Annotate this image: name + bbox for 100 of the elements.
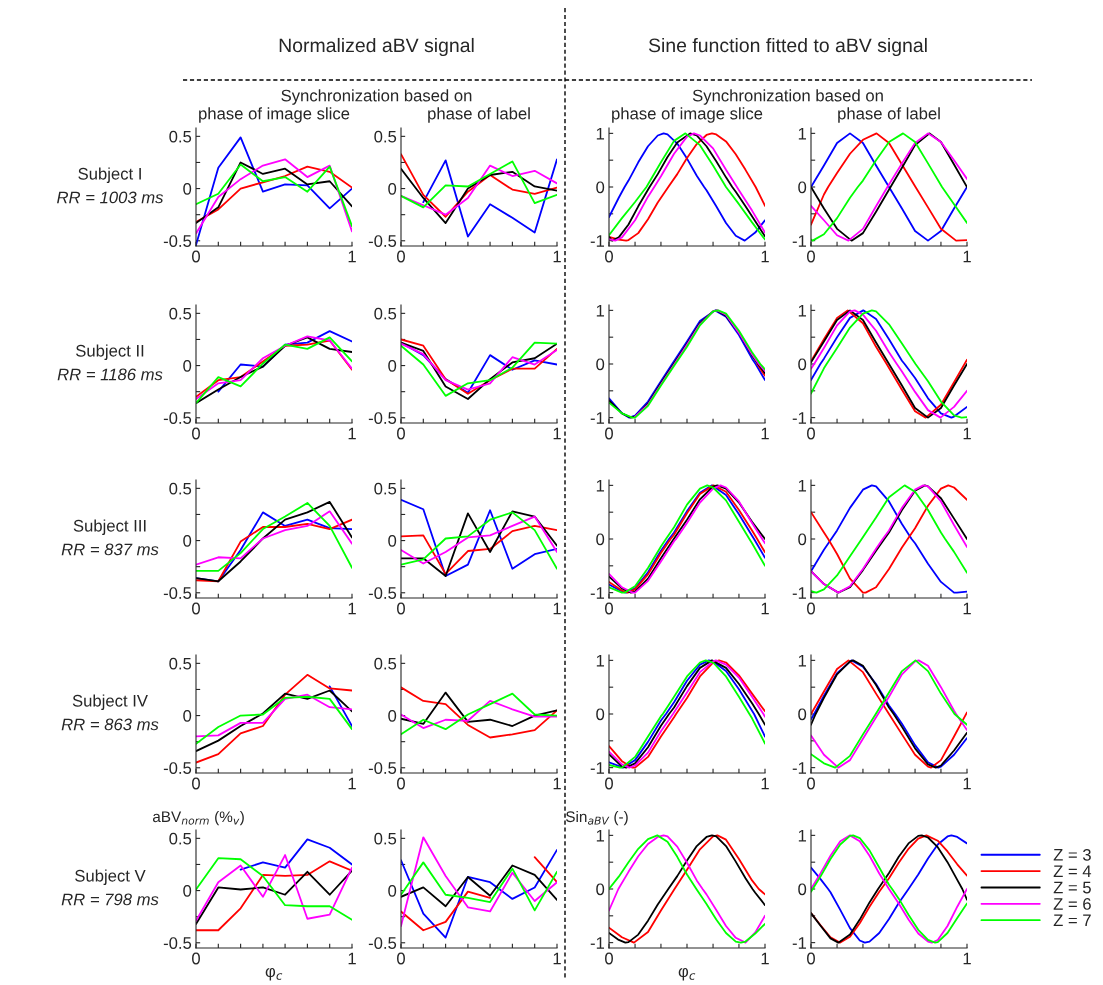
line-series xyxy=(401,153,557,218)
line-series xyxy=(422,158,557,238)
x-axis-title: φ$_{c}$ xyxy=(265,967,283,981)
line-series xyxy=(401,160,557,209)
line-series xyxy=(811,834,967,944)
text: Subject II xyxy=(76,344,144,360)
y-tick-label: -1 xyxy=(590,937,605,949)
line-series xyxy=(401,167,557,224)
x-tick-label: 0 xyxy=(807,602,815,615)
x-tick-label: 1 xyxy=(553,777,561,790)
x-tick-label: 0 xyxy=(807,952,815,965)
line-series xyxy=(609,659,765,769)
y-tick-label: 0 xyxy=(388,709,397,722)
legend-label: Z = 4 xyxy=(1053,865,1092,877)
x-tick-label: 1 xyxy=(553,952,561,965)
line-series xyxy=(196,860,352,932)
text: Subject I xyxy=(78,167,141,183)
y-tick-label: 0 xyxy=(798,533,807,546)
y-tick-label: 1 xyxy=(596,479,605,492)
text: phase of image slice xyxy=(612,107,763,123)
line-series xyxy=(401,836,557,927)
y-tick-label: 0 xyxy=(388,182,397,195)
x-tick-label: 0 xyxy=(192,250,200,263)
legend-label: Z = 7 xyxy=(1053,914,1091,927)
line-series xyxy=(401,164,557,216)
y-tick-label: 0.5 xyxy=(374,657,397,670)
text: Synchronization based on xyxy=(692,89,883,105)
text: phase of label xyxy=(838,107,940,123)
x-tick-label: 1 xyxy=(553,250,561,263)
y-tick-label: 1 xyxy=(596,127,605,140)
y-tick-label: 0 xyxy=(798,181,807,194)
y-tick-label: -0.5 xyxy=(368,235,397,247)
line-series xyxy=(401,498,557,577)
y-tick-label: -0.5 xyxy=(163,235,192,247)
y-tick-label: 1 xyxy=(596,304,605,317)
y-tick-label: -0.5 xyxy=(163,762,192,774)
y-tick-label: 0 xyxy=(183,884,192,897)
y-tick-label: 0.5 xyxy=(169,307,192,320)
text: RR = 1003 ms xyxy=(57,191,164,204)
x-tick-label: 1 xyxy=(963,427,971,440)
x-tick-label: 0 xyxy=(397,777,405,790)
line-series xyxy=(609,834,765,944)
line-series xyxy=(401,692,557,736)
x-tick-label: 1 xyxy=(963,777,971,790)
text: Subject V xyxy=(75,869,146,885)
text: RR = 1186 ms xyxy=(57,368,163,381)
y-tick-label: 0.5 xyxy=(169,130,192,143)
y-tick-label: -0.5 xyxy=(163,937,192,949)
y-tick-label: 1 xyxy=(798,127,807,140)
x-tick-label: 0 xyxy=(605,250,613,263)
y-tick-label: -0.5 xyxy=(163,412,192,424)
line-series xyxy=(609,484,765,594)
x-tick-label: 0 xyxy=(605,777,613,790)
text: Sine function fitted to aBV signal xyxy=(648,37,927,57)
text: phase of label xyxy=(428,107,530,123)
y-tick-label: -0.5 xyxy=(368,937,397,949)
x-tick-label: 1 xyxy=(761,250,769,263)
y-tick-label: 1 xyxy=(596,654,605,667)
x-tick-label: 1 xyxy=(348,602,356,615)
y-tick-label: 0.5 xyxy=(169,832,192,845)
line-series xyxy=(609,309,765,419)
y-tick-label: -1 xyxy=(590,235,605,247)
y-tick-label: 0 xyxy=(183,359,192,372)
text: RR = 837 ms xyxy=(61,543,159,556)
text: Normalized aBV signal xyxy=(279,37,474,57)
x-tick-label: 0 xyxy=(807,427,815,440)
text: Subject IV xyxy=(72,694,148,710)
y-tick-label: 0 xyxy=(388,534,397,547)
x-tick-label: 1 xyxy=(963,602,971,615)
x-tick-label: 0 xyxy=(192,602,200,615)
y-tick-label: 0 xyxy=(798,883,807,896)
y-tick-label: 1 xyxy=(798,304,807,317)
x-tick-label: 0 xyxy=(192,427,200,440)
line-series xyxy=(196,695,352,745)
y-tick-label: 0 xyxy=(183,709,192,722)
text: Synchronization based on xyxy=(281,89,472,105)
y-tick-label: 0 xyxy=(798,358,807,371)
x-tick-label: 0 xyxy=(192,777,200,790)
x-tick-label: 0 xyxy=(605,952,613,965)
x-tick-label: 0 xyxy=(397,427,405,440)
y-axis-title: aBV$_{norm}$ (%$_{v}$) xyxy=(152,810,244,826)
x-tick-label: 0 xyxy=(397,250,405,263)
y-tick-label: 0 xyxy=(596,533,605,546)
y-tick-label: 0 xyxy=(798,708,807,721)
y-tick-label: 0 xyxy=(596,181,605,194)
y-tick-label: 0 xyxy=(596,883,605,896)
x-tick-label: 1 xyxy=(553,602,561,615)
x-tick-label: 1 xyxy=(553,427,561,440)
line-series xyxy=(811,484,967,594)
y-tick-label: 1 xyxy=(798,829,807,842)
text: Subject III xyxy=(73,519,146,535)
x-tick-label: 1 xyxy=(348,427,356,440)
x-tick-label: 1 xyxy=(963,250,971,263)
legend-label: Z = 6 xyxy=(1053,898,1091,910)
x-tick-label: 0 xyxy=(397,952,405,965)
y-tick-label: -1 xyxy=(792,937,807,949)
legend-label: Z = 5 xyxy=(1053,881,1091,894)
line-series xyxy=(196,689,352,752)
y-tick-label: 0.5 xyxy=(169,657,192,670)
line-series xyxy=(401,691,557,727)
